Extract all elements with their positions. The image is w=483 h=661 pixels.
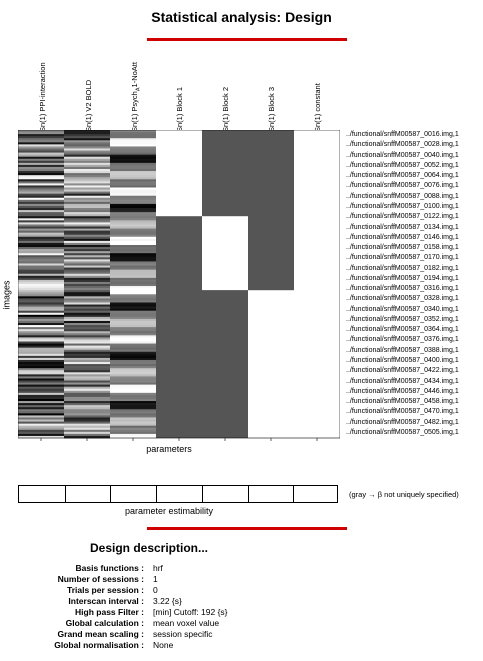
images-axis-label: images xyxy=(1,280,12,310)
parameters-axis-label: parameters xyxy=(146,444,192,454)
parameter-estimability-label: parameter estimability xyxy=(124,506,214,516)
description-label: Global calculation : xyxy=(65,618,144,628)
image-label: ../functional/snffM00587_0482.img,1 xyxy=(346,418,459,426)
description-label: Grand mean scaling : xyxy=(57,629,144,639)
column-label-block-1: Sn(1) Block 1 xyxy=(175,86,184,132)
image-label: ../functional/snffM00587_0376.img,1 xyxy=(346,336,459,344)
constant-column xyxy=(294,130,340,438)
description-value: hrf xyxy=(153,563,163,573)
estimability-cell xyxy=(201,486,248,502)
regressor-column-1 xyxy=(18,130,64,439)
description-label: Global normalisation : xyxy=(54,640,144,650)
description-label: Number of sessions : xyxy=(57,574,144,584)
parameter-estimability-bar[interactable] xyxy=(18,485,338,503)
image-label: ../functional/snffM00587_0458.img,1 xyxy=(346,398,459,406)
regressor-column-2 xyxy=(64,130,110,439)
image-label: ../functional/snffM00587_0352.img,1 xyxy=(346,315,459,323)
image-label: ../functional/snffM00587_0076.img,1 xyxy=(346,182,459,190)
image-label: ../functional/snffM00587_0158.img,1 xyxy=(346,244,459,252)
image-label: ../functional/snffM00587_0028.img,1 xyxy=(346,141,459,149)
image-label: ../functional/snffM00587_0052.img,1 xyxy=(346,161,459,169)
image-label: ../functional/snffM00587_0016.img,1 xyxy=(346,131,459,139)
estimability-cell xyxy=(156,486,202,502)
design-description-title: Design description... xyxy=(89,541,209,555)
image-label: ../functional/snffM00587_0328.img,1 xyxy=(346,295,459,303)
title-underline xyxy=(147,38,347,41)
column-label-v2-bold: Sn(1) V2 BOLD xyxy=(84,79,93,132)
description-value: 1 xyxy=(153,574,158,584)
description-value: mean voxel value xyxy=(153,618,220,628)
block-column-3 xyxy=(248,130,294,438)
description-value: [min] Cutoff: 192 {s} xyxy=(153,607,228,617)
block-column-2 xyxy=(202,130,248,438)
image-label: ../functional/snffM00587_0316.img,1 xyxy=(346,285,459,293)
description-label: Basis functions : xyxy=(75,563,144,573)
image-label: ../functional/snffM00587_0182.img,1 xyxy=(346,264,459,272)
image-label: ../functional/snffM00587_0040.img,1 xyxy=(346,151,459,159)
image-label: ../functional/snffM00587_0134.img,1 xyxy=(346,223,459,231)
estimability-cell xyxy=(64,486,111,502)
image-label: ../functional/snffM00587_0170.img,1 xyxy=(346,254,459,262)
regressor-column-3 xyxy=(110,130,156,439)
estimability-cell xyxy=(110,486,156,502)
page-title: Statistical analysis: Design xyxy=(151,9,332,25)
column-label-block-3: Sn(1) Block 3 xyxy=(267,86,276,132)
block-column-1 xyxy=(156,130,202,438)
image-label: ../functional/snffM00587_0194.img,1 xyxy=(346,274,459,282)
description-label: Trials per session : xyxy=(66,585,144,595)
image-label: ../functional/snffM00587_0100.img,1 xyxy=(346,203,459,210)
column-label-block-2: Sn(1) Block 2 xyxy=(221,86,230,132)
estimability-cell xyxy=(19,486,64,502)
image-label: ../functional/snffM00587_0088.img,1 xyxy=(346,192,459,200)
image-label: ../functional/snffM00587_0340.img,1 xyxy=(346,305,459,313)
image-label: ../functional/snffM00587_0064.img,1 xyxy=(346,172,459,180)
image-label: ../functional/snffM00587_0364.img,1 xyxy=(346,326,459,334)
image-label: ../functional/snffM00587_0422.img,1 xyxy=(346,367,459,375)
column-label-constant: Sn(1) constant xyxy=(313,83,322,132)
column-label-ppi: Sn(1) PPI-interaction xyxy=(38,62,47,132)
description-label: High pass Filter : xyxy=(75,607,144,617)
image-label: ../functional/snffM00587_0146.img,1 xyxy=(346,233,459,241)
image-label: ../functional/snffM00587_0470.img,1 xyxy=(346,408,459,416)
image-label: ../functional/snffM00587_0434.img,1 xyxy=(346,377,459,385)
estimability-note: (gray → β not uniquely specified) xyxy=(349,490,459,499)
description-label: Interscan interval : xyxy=(68,596,144,606)
estimability-cell xyxy=(247,486,294,502)
description-value: 3.22 {s} xyxy=(153,596,182,606)
description-value: 0 xyxy=(153,585,158,595)
image-label: ../functional/snffM00587_0388.img,1 xyxy=(346,346,459,354)
column-label-psych: Sn(1) PsychA1-NoAtt xyxy=(130,62,142,132)
description-value: session specific xyxy=(153,629,213,639)
design-matrix[interactable] xyxy=(18,130,340,442)
image-label: ../functional/snffM00587_0505.img,1 xyxy=(346,428,459,436)
image-label: ../functional/snffM00587_0122.img,1 xyxy=(346,213,459,221)
section-divider xyxy=(147,527,347,530)
description-value: None xyxy=(153,640,174,650)
estimability-cell xyxy=(293,486,339,502)
image-label: ../functional/snffM00587_0400.img,1 xyxy=(346,357,459,364)
image-label: ../functional/snffM00587_0446.img,1 xyxy=(346,387,459,395)
